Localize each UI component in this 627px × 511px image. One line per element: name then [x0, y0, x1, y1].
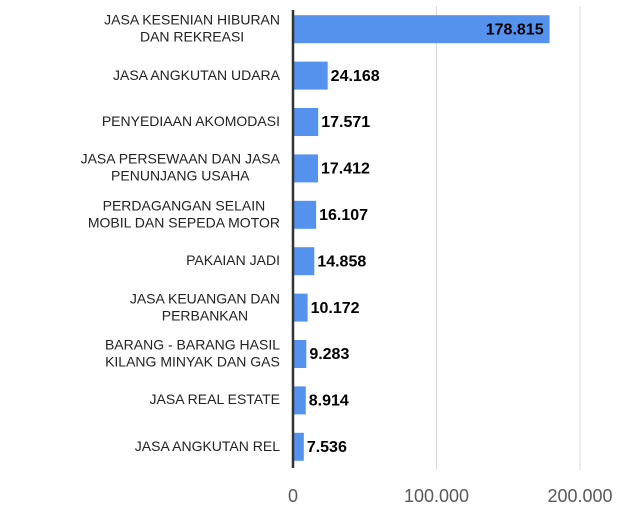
bar [293, 432, 304, 461]
x-tick-label: 0 [288, 486, 298, 506]
data-label: 14.858 [317, 253, 366, 270]
x-tick-label: 200.000 [547, 486, 612, 506]
data-label: 8.914 [309, 393, 349, 410]
data-label: 9.283 [309, 346, 349, 363]
data-label: 24.168 [331, 68, 380, 85]
bar [293, 108, 319, 136]
category-label-box: PAKAIAN JADI [0, 252, 280, 270]
bar [293, 61, 328, 90]
bar [293, 154, 318, 183]
bar [293, 386, 306, 415]
y-tick-label: JASA ANGKUTAN REL [134, 437, 280, 454]
y-tick-label: JASA KEUANGAN DAN PERBANKAN [129, 290, 280, 324]
category-label-box: JASA ANGKUTAN UDARA [0, 67, 280, 85]
category-label-box: BARANG - BARANG HASIL KILANG MINYAK DAN … [0, 337, 280, 372]
category-label-box: JASA ANGKUTAN REL [0, 438, 280, 456]
data-label: 178.815 [486, 21, 544, 38]
x-tick-label: 100.000 [404, 486, 469, 506]
bar [293, 247, 315, 276]
data-label: 17.571 [321, 114, 370, 131]
data-label: 7.536 [307, 439, 347, 456]
category-label-box: PENYEDIAAN AKOMODASI [0, 113, 280, 131]
y-tick-label: JASA REAL ESTATE [149, 391, 280, 408]
y-tick-label: PERDAGANGAN SELAIN MOBIL DAN SEPEDA MOTO… [87, 197, 280, 231]
bar [293, 293, 308, 322]
category-label-box: JASA REAL ESTATE [0, 391, 280, 409]
y-tick-label: JASA KESENIAN HIBURAN DAN REKREASI [104, 11, 280, 45]
y-tick-label: JASA ANGKUTAN UDARA [112, 66, 280, 83]
category-label-box: JASA KEUANGAN DAN PERBANKAN [0, 290, 280, 325]
data-label: 17.412 [321, 161, 370, 178]
y-tick-label: BARANG - BARANG HASIL KILANG MINYAK DAN … [104, 336, 280, 370]
category-label-box: PERDAGANGAN SELAIN MOBIL DAN SEPEDA MOTO… [0, 197, 280, 232]
y-tick-label: JASA PERSEWAAN DAN JASA PENUNJANG USAHA [80, 150, 280, 184]
bar [293, 15, 550, 44]
category-label-box: JASA PERSEWAAN DAN JASA PENUNJANG USAHA [0, 151, 280, 186]
data-label: 16.107 [319, 207, 368, 224]
category-label-box: JASA KESENIAN HIBURAN DAN REKREASI [0, 12, 280, 47]
y-tick-label: PAKAIAN JADI [186, 252, 280, 269]
y-tick-label: PENYEDIAAN AKOMODASI [101, 113, 280, 129]
bar [293, 200, 317, 229]
bar [293, 340, 307, 368]
data-label: 10.172 [311, 300, 360, 317]
